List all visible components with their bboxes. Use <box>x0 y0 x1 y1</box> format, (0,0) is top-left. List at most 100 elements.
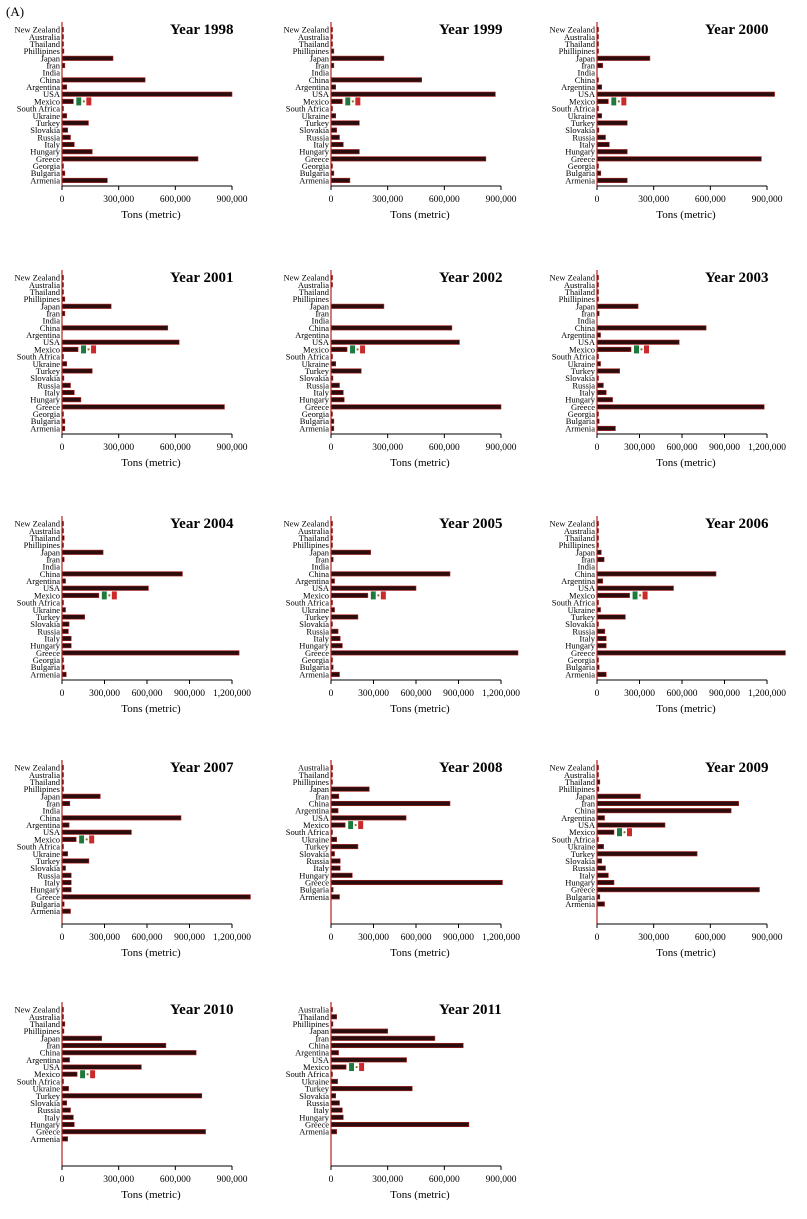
mexico-flag-icon <box>617 828 632 837</box>
category-label: South Africa <box>286 598 329 608</box>
category-label: Iran <box>46 1041 60 1051</box>
category-label: China <box>309 75 330 85</box>
category-label: Italy <box>44 878 60 888</box>
category-label: Japan <box>310 547 330 557</box>
x-tick-label: 300,000 <box>638 195 669 205</box>
category-label: Greece <box>571 885 595 895</box>
x-axis-label: Tons (metric) <box>656 209 716 221</box>
category-label: Thailand <box>565 39 596 49</box>
category-label: Australia <box>29 526 60 536</box>
category-label: Iran <box>315 61 329 71</box>
category-label: Thailand <box>299 287 330 297</box>
category-label: Mexico <box>303 344 329 354</box>
x-tick-label: 900,000 <box>217 1175 248 1185</box>
category-label: Argentina <box>561 82 595 92</box>
chart-title: Year 2010 <box>170 1002 233 1018</box>
category-label: Russia <box>306 1098 329 1108</box>
category-label: Armenia <box>299 669 329 679</box>
x-tick-label: 1,200,000 <box>482 689 520 699</box>
mexico-flag-icon <box>634 345 649 354</box>
category-label: Japan <box>576 547 596 557</box>
category-label: Mexico <box>34 1069 60 1079</box>
x-tick-label: 300,000 <box>358 689 389 699</box>
x-tick-label: 300,000 <box>89 933 120 943</box>
category-label: Slovakia <box>299 849 329 859</box>
category-label: Argentina <box>561 576 595 586</box>
category-label: South Africa <box>17 104 60 114</box>
mexico-flag-icon <box>349 1063 365 1072</box>
x-tick-label: 600,000 <box>429 1175 460 1185</box>
category-label: Phillipines <box>559 784 595 794</box>
category-label: Turkey <box>36 856 61 866</box>
category-label: South Africa <box>552 834 595 844</box>
x-tick-label: 300,000 <box>89 689 120 699</box>
category-label: Turkey <box>36 612 61 622</box>
category-label: New Zealand <box>549 273 595 283</box>
category-label: Thailand <box>30 1019 61 1029</box>
mexico-flag-icon <box>80 1070 96 1079</box>
category-label: South Africa <box>552 598 595 608</box>
category-label: Greece <box>36 154 60 164</box>
category-label: Japan <box>310 784 330 794</box>
bar <box>330 1100 340 1106</box>
category-label: Russia <box>37 626 60 636</box>
category-label: USA <box>312 89 330 99</box>
category-label: Hungary <box>299 1112 329 1122</box>
x-axis-label: Tons (metric) <box>121 703 181 715</box>
category-label: Australia <box>298 280 329 290</box>
category-label: Phillipines <box>293 46 329 56</box>
category-label: USA <box>312 337 330 347</box>
category-label: Iran <box>46 61 60 71</box>
x-tick-label: 600,000 <box>695 195 726 205</box>
category-label: Bulgaria <box>566 416 595 426</box>
category-label: Iran <box>315 791 329 801</box>
category-label: Italy <box>579 870 595 880</box>
x-tick-label: 600,000 <box>667 443 698 453</box>
bar <box>330 1042 464 1049</box>
category-label: Bulgaria <box>300 662 329 672</box>
category-label: Thailand <box>30 533 61 543</box>
x-tick-label: 0 <box>60 195 65 205</box>
chart-title: Year 2002 <box>439 270 502 286</box>
category-label: Iran <box>315 1033 329 1043</box>
category-label: Turkey <box>36 1091 61 1101</box>
category-label: South Africa <box>552 104 595 114</box>
category-label: Georgia <box>33 409 60 419</box>
category-label: Hungary <box>299 395 329 405</box>
category-label: Australia <box>29 32 60 42</box>
category-label: Iran <box>581 309 595 319</box>
category-label: Bulgaria <box>300 168 329 178</box>
x-axis-label: Tons (metric) <box>390 209 450 221</box>
category-label: USA <box>43 89 61 99</box>
category-label: USA <box>578 337 596 347</box>
category-label: China <box>40 1048 61 1058</box>
bar <box>330 1035 436 1041</box>
category-label: Hungary <box>565 878 595 888</box>
category-label: Hungary <box>30 147 60 157</box>
category-label: Georgia <box>568 655 595 665</box>
category-label: China <box>309 569 330 579</box>
chart-title: Year 2001 <box>170 270 233 286</box>
category-label: Mexico <box>569 827 595 837</box>
category-label: China <box>575 569 596 579</box>
category-label: Thailand <box>30 39 61 49</box>
chart-title: Year 2005 <box>439 516 502 532</box>
category-label: Italy <box>313 1105 329 1115</box>
x-tick-label: 600,000 <box>401 689 432 699</box>
x-tick-label: 900,000 <box>486 195 517 205</box>
x-tick-label: 600,000 <box>429 195 460 205</box>
category-label: Russia <box>306 856 329 866</box>
category-label: Greece <box>36 648 60 658</box>
category-label: Hungary <box>299 870 329 880</box>
category-label: Slovakia <box>299 619 329 629</box>
category-label: Phillipines <box>293 1019 329 1029</box>
x-tick-label: 600,000 <box>160 443 191 453</box>
category-label: Italy <box>44 1112 60 1122</box>
category-label: Phillipines <box>293 777 329 787</box>
category-label: Russia <box>37 1105 60 1115</box>
category-label: Russia <box>306 380 329 390</box>
category-label: Thailand <box>299 39 330 49</box>
